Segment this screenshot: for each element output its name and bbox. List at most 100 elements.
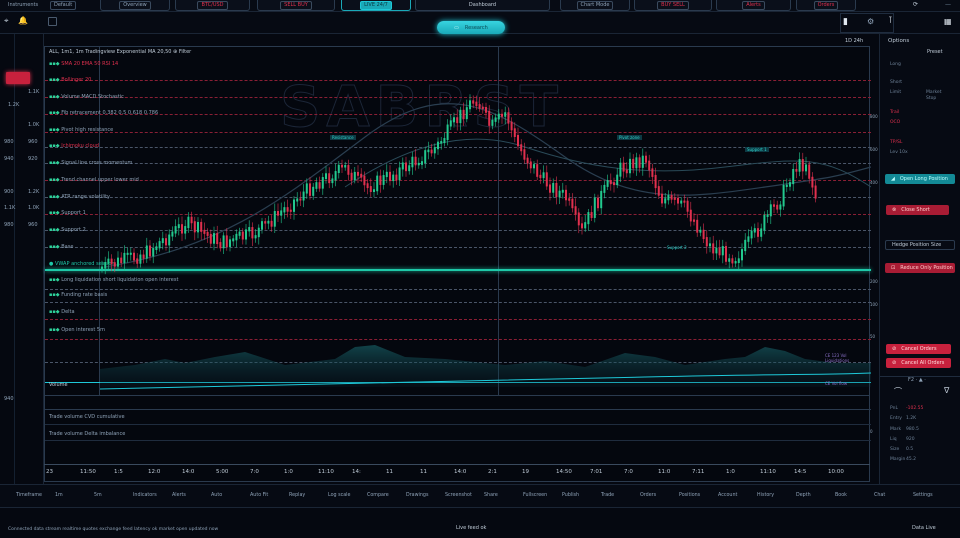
calendar-icon[interactable]: [48, 17, 57, 26]
time-tick: 12:0: [148, 469, 161, 475]
toolbar-item[interactable]: 1m: [55, 493, 63, 498]
hedge-size-button[interactable]: Hedge Position Size: [885, 240, 955, 250]
alert-bell-icon[interactable]: 🔔: [18, 16, 28, 25]
tab-dashboard[interactable]: Dashboard: [415, 0, 550, 11]
reduce-only-button[interactable]: ⊡ Reduce Only Position: [885, 263, 955, 273]
tab-alerts[interactable]: Alerts: [716, 0, 791, 11]
lock-icon: ⊡: [891, 265, 896, 271]
order-type-item[interactable]: Market: [926, 90, 942, 95]
cancel-orders-button[interactable]: ⊘ Cancel Orders: [886, 344, 951, 354]
mode-select[interactable]: Default: [50, 1, 77, 10]
time-tick: 14:0: [182, 469, 195, 475]
toolbar-item[interactable]: Positions: [679, 493, 701, 498]
time-tick: 7:0: [250, 469, 259, 475]
order-type-item[interactable]: Long: [890, 62, 901, 67]
toolbar-item[interactable]: Book: [835, 493, 847, 498]
order-type-item[interactable]: OCO: [890, 120, 901, 125]
order-type-item[interactable]: Trail: [890, 110, 900, 115]
filter-icon[interactable]: ∇: [944, 386, 950, 395]
tab-btc-usd[interactable]: BTC/USD: [175, 0, 250, 11]
toolbar-item[interactable]: Indicators: [133, 493, 157, 498]
toolbar-item[interactable]: Share: [484, 493, 498, 498]
status-right: Data Live: [912, 525, 936, 531]
alert-badge[interactable]: [6, 72, 30, 84]
tab-chart-mode[interactable]: Chart Mode: [560, 0, 630, 11]
order-type-item[interactable]: TP/SL: [890, 140, 903, 145]
toolbar-item[interactable]: Screenshot: [445, 493, 472, 498]
toolbar-item[interactable]: Alerts: [172, 493, 186, 498]
tab-orders[interactable]: Orders: [796, 0, 856, 11]
time-tick: 11:0: [658, 469, 671, 475]
order-type-item[interactable]: Lev 10x: [890, 150, 908, 155]
main-chart[interactable]: SABRST ALL, 1m1, 1m Tradingview Exponent…: [44, 38, 871, 397]
order-type-item[interactable]: Short: [890, 80, 903, 85]
time-tick: 7:01: [590, 469, 603, 475]
left-rail: 1.2K 1.1K 1.0K 980 960 940 920 900 1.2K …: [0, 34, 44, 484]
bookmark-icon[interactable]: ▮: [843, 17, 848, 27]
order-type-item[interactable]: Stop: [926, 96, 937, 101]
rail-item: 960: [28, 139, 38, 145]
toolbar-item[interactable]: Log scale: [328, 493, 351, 498]
toolbar-item[interactable]: Chat: [874, 493, 886, 498]
research-icon: ▭: [454, 24, 459, 31]
time-tick: 2:1: [488, 469, 497, 475]
bottom-toolbar: Timeframe 1m 5m Indicators Alerts Auto Auto Fi…: [0, 484, 960, 508]
toolbar-item[interactable]: Orders: [640, 493, 657, 498]
toolbar-item[interactable]: Trade: [601, 493, 615, 498]
toolbar-item[interactable]: Drawings: [406, 493, 429, 498]
annotation-label: Pivot zone: [617, 135, 642, 140]
time-tick: 7:11: [692, 469, 705, 475]
toolbar-item[interactable]: Replay: [289, 493, 306, 498]
time-tick: 19: [522, 469, 529, 475]
check-icon: ◢: [891, 176, 895, 182]
layout-icon[interactable]: ▦: [944, 17, 952, 26]
lower-indicator-panel[interactable]: Volume Trade volume CVD cumulative Trade…: [44, 353, 871, 482]
price-axis[interactable]: 800 600 400 200 100 50 0: [870, 34, 880, 484]
toolbar-item[interactable]: Compare: [367, 493, 389, 498]
cancel-all-button[interactable]: ⊘ Cancel All Orders: [886, 358, 951, 368]
pin-icon[interactable]: ⊺: [888, 16, 893, 26]
toolbar-item[interactable]: Auto Fit: [250, 493, 269, 498]
time-tick: 5:00: [216, 469, 229, 475]
toolbar-item[interactable]: Timeframe: [16, 493, 42, 498]
cancel-icon: ⊘: [892, 360, 897, 366]
time-tick: 11:10: [760, 469, 776, 475]
open-long-button[interactable]: ◢ Open Long Position: [885, 174, 955, 184]
order-panel: Options Preset Long Short Limit Market S…: [880, 34, 960, 484]
annotation-label: Resistance: [330, 135, 356, 140]
wifi-icon: ⌒: [894, 387, 902, 396]
status-center: Live feed ok: [456, 525, 487, 531]
toolbar-item[interactable]: 5m: [94, 493, 102, 498]
close-short-button[interactable]: ⊗ Close Short: [886, 205, 949, 215]
panel-tabs[interactable]: F2 · ▲ ·: [908, 377, 926, 383]
time-tick: 1:0: [284, 469, 293, 475]
settings-icon[interactable]: ⚙: [867, 17, 875, 26]
rail-item[interactable]: 1.2K: [8, 102, 20, 108]
time-tick: 23: [46, 469, 53, 475]
toolbar-item[interactable]: Depth: [796, 493, 811, 498]
toolbar-item[interactable]: History: [757, 493, 775, 498]
toolbar-item[interactable]: Settings: [913, 493, 933, 498]
time-tick: 11:50: [80, 469, 96, 475]
rail-item: 1.0K: [28, 205, 40, 211]
top-bar: Instruments Default Overview BTC/USD SEL…: [0, 0, 960, 12]
time-axis[interactable]: 23 11:50 1:5 12:0 14:0 5:00 7:0 1:0 11:10 14: 11 11…: [44, 464, 870, 482]
refresh-icon[interactable]: ⟳: [913, 1, 919, 8]
rail-item: 1.0K: [28, 122, 40, 128]
toolbar-item[interactable]: Fullscreen: [523, 493, 548, 498]
toolbar-item[interactable]: Account: [718, 493, 738, 498]
toolbar-item[interactable]: Publish: [562, 493, 580, 498]
status-text: Connected data stream realtime quotes ex…: [8, 527, 219, 532]
chart-header: ALL, 1m1, 1m Tradingview Exponential MA …: [49, 49, 192, 55]
tab-buy-sell[interactable]: BUY SELL: [634, 0, 712, 11]
tab-live[interactable]: LIVE 24/7: [341, 0, 411, 11]
minimize-icon[interactable]: —: [945, 1, 951, 8]
tab-sell-buy[interactable]: SELL BUY: [257, 0, 335, 11]
drawing-tool-icon[interactable]: ⌖: [4, 16, 9, 25]
tab-overview[interactable]: Overview: [100, 0, 170, 11]
order-type-item[interactable]: Limit: [890, 90, 902, 95]
time-tick: 1:0: [726, 469, 735, 475]
toolbar-item[interactable]: Auto: [211, 493, 223, 498]
research-button[interactable]: ▭ Research: [437, 21, 505, 34]
time-tick: 11: [420, 469, 427, 475]
